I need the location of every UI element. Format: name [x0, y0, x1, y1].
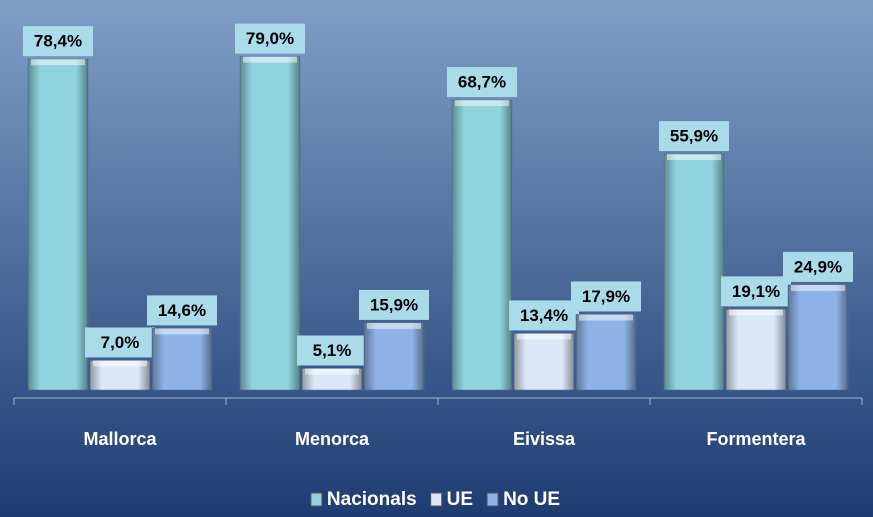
- data-label: 68,7%: [458, 73, 506, 92]
- x-tick-label: Mallorca: [83, 429, 157, 449]
- bar-shade: [452, 100, 512, 390]
- bar-shade: [576, 314, 636, 390]
- bar-cap: [243, 56, 297, 63]
- bar-shade: [28, 59, 88, 390]
- legend: Nacionals UE No UE: [310, 489, 560, 510]
- legend-swatch: [486, 492, 499, 507]
- bar-group: [663, 153, 725, 391]
- data-label: 55,9%: [670, 127, 718, 146]
- bar-cap: [517, 333, 571, 340]
- bar-group: [725, 309, 787, 391]
- data-label-box: [571, 281, 641, 312]
- legend-swatch: [310, 492, 323, 507]
- data-label-box: [235, 23, 305, 54]
- data-label: 78,4%: [34, 32, 82, 51]
- bar-shade: [152, 328, 212, 390]
- bar-group: [513, 333, 575, 391]
- bar-cap: [367, 322, 421, 329]
- data-label-box: [359, 289, 429, 320]
- data-label-box: [721, 276, 791, 307]
- legend-swatch: [430, 492, 443, 507]
- data-label: 79,0%: [246, 29, 294, 48]
- bar-group: [89, 360, 151, 391]
- bar-group: [575, 314, 637, 391]
- bar-cap: [791, 284, 845, 291]
- bar-cap: [155, 328, 209, 335]
- bar-cap: [729, 309, 783, 316]
- legend-label: No UE: [503, 489, 560, 510]
- data-label: 19,1%: [732, 282, 780, 301]
- data-label-box: [783, 251, 853, 282]
- data-label: 15,9%: [370, 295, 418, 314]
- bar-cap: [579, 314, 633, 321]
- data-label-box: [509, 300, 579, 331]
- bar-cap: [455, 100, 509, 107]
- data-label-box: [447, 67, 517, 98]
- data-label-box: [147, 295, 217, 326]
- data-label: 24,9%: [794, 257, 842, 276]
- data-label: 17,9%: [582, 287, 630, 306]
- data-label-box: [297, 335, 367, 366]
- bar-shade: [788, 284, 848, 390]
- x-tick-label: Menorca: [295, 429, 370, 449]
- bar-group: [27, 58, 89, 391]
- bar-cap: [31, 59, 85, 66]
- bar-shade: [664, 154, 724, 390]
- x-tick-label: Formentera: [706, 429, 806, 449]
- x-tick-label: Eivissa: [513, 429, 576, 449]
- data-label: 7,0%: [101, 333, 140, 352]
- data-label: 14,6%: [158, 301, 206, 320]
- data-label-box: [23, 26, 93, 57]
- bar-shade: [240, 56, 300, 391]
- data-label-box: [85, 327, 155, 358]
- bar-cap: [93, 360, 147, 367]
- bar-shade: [726, 309, 786, 390]
- bar-group: [451, 99, 513, 391]
- bar-group: [151, 328, 213, 391]
- bar-shade: [514, 333, 574, 390]
- data-label: 5,1%: [313, 341, 352, 360]
- legend-label: UE: [447, 489, 473, 510]
- bar-group: [363, 322, 425, 391]
- bar-group: [301, 368, 363, 391]
- bar-cap: [305, 368, 359, 375]
- bar-group: [787, 284, 849, 391]
- bar-cap: [667, 154, 721, 161]
- bar-shade: [364, 322, 424, 390]
- data-label-box: [659, 121, 729, 152]
- data-label: 13,4%: [520, 306, 568, 325]
- legend-label: Nacionals: [327, 489, 417, 510]
- bar-group: [239, 56, 301, 391]
